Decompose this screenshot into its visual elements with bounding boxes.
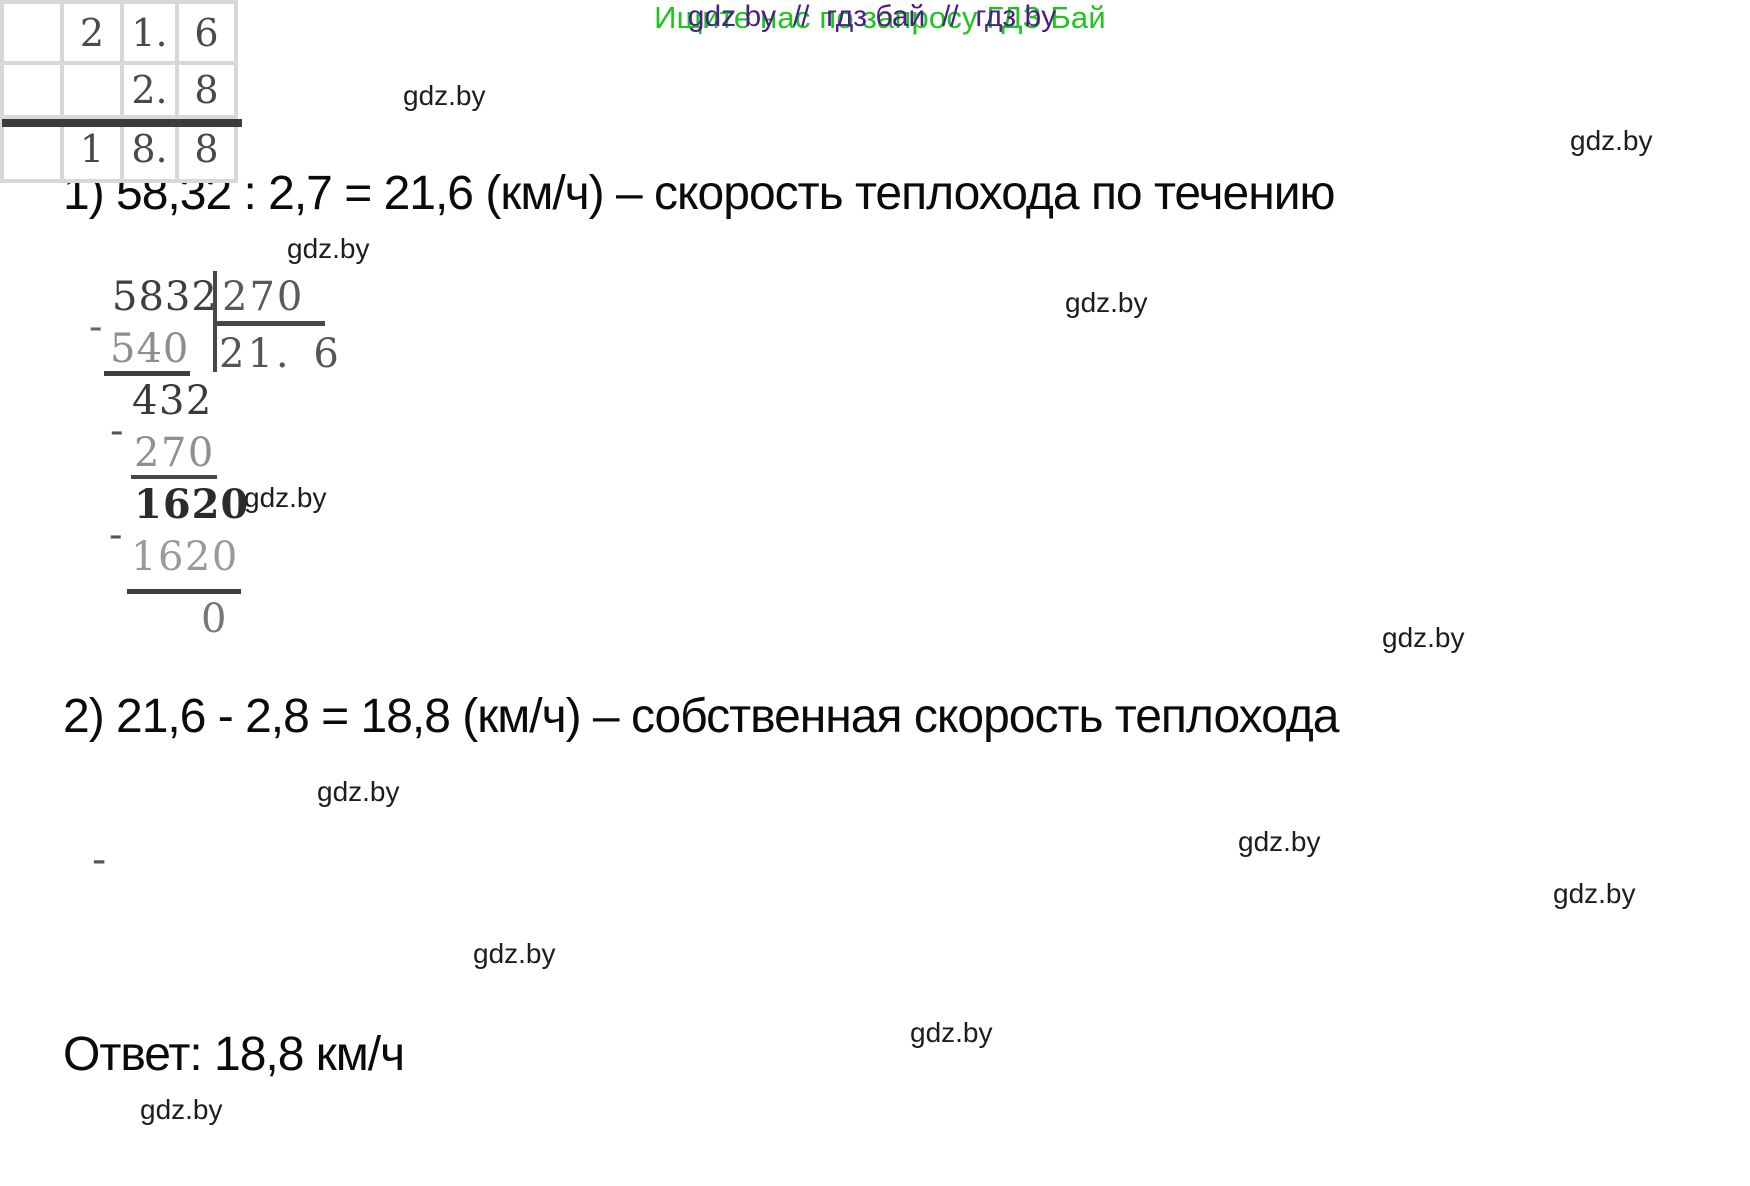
gdz-watermark: gdz.by (287, 233, 370, 264)
gdz-watermark: gdz.by (1238, 826, 1321, 857)
gdz-watermark: gdz.by (1065, 287, 1148, 318)
gdz-watermark: gdz.by (403, 80, 486, 111)
division-subtrahend-3: 1620 (131, 534, 239, 580)
solution-step-2: 2) 21,6 - 2,8 = 18,8 (км/ч) – собственна… (63, 690, 1339, 743)
division-remainder-final: 0 (201, 596, 227, 642)
table-cell (64, 65, 120, 115)
table-cell: 8. (124, 119, 175, 179)
division-divisor: 270 (222, 274, 305, 320)
table-cell: 2. (124, 65, 175, 115)
table-cell (4, 119, 60, 179)
division-subtrahend-1: 540 (110, 326, 190, 372)
subtraction-table: 2 1. 6 2. 8 1 8. 8 (0, 0, 242, 183)
gdz-watermark: gdz.by (473, 938, 556, 969)
solution-step-1: 1) 58,32 : 2,7 = 21,6 (км/ч) – скорость … (63, 167, 1336, 220)
division-underline-2 (131, 475, 217, 479)
table-cell: 8 (179, 65, 234, 115)
promo-banner: Ищите нас по запросу ГДЗ Бай (654, 0, 1106, 35)
gdz-watermark: gdz.by (317, 776, 400, 807)
table-cell: 8 (179, 119, 234, 179)
division-subtrahend-2: 270 (134, 430, 215, 476)
division-minus-3: - (109, 512, 123, 558)
gdz-watermark: gdz.by (140, 1094, 223, 1125)
table-cell (4, 4, 60, 61)
division-quotient-line (213, 321, 325, 326)
table-cell: 6 (179, 4, 234, 61)
subtraction-minus-sign: - (92, 834, 107, 883)
division-underline-1 (104, 371, 190, 376)
gdz-watermark: gdz.by (1570, 125, 1653, 156)
division-remainder-1: 432 (132, 378, 213, 424)
table-cell (4, 65, 60, 115)
division-quotient: 21. 6 (219, 331, 342, 377)
table-cell: 1 (64, 119, 120, 179)
gdz-watermark: gdz.by (910, 1017, 993, 1048)
footer-tagline: gdz by // гдз бай // гдз by (687, 0, 1057, 33)
table-cell: 2 (64, 4, 120, 61)
gdz-watermark: gdz.by (1553, 878, 1636, 909)
gdz-watermark: gdz.by (1382, 622, 1465, 653)
division-minus-1: - (89, 304, 103, 350)
table-cell: 1. (124, 4, 175, 61)
division-dividend: 5832 (112, 274, 218, 320)
division-underline-3 (127, 589, 241, 594)
division-minus-2: - (110, 408, 124, 454)
gdz-watermark: gdz.by (244, 482, 327, 513)
division-remainder-2: 1620 (134, 481, 250, 528)
subtraction-result-line (2, 119, 242, 127)
answer-line: Ответ: 18,8 км/ч (63, 1028, 405, 1081)
